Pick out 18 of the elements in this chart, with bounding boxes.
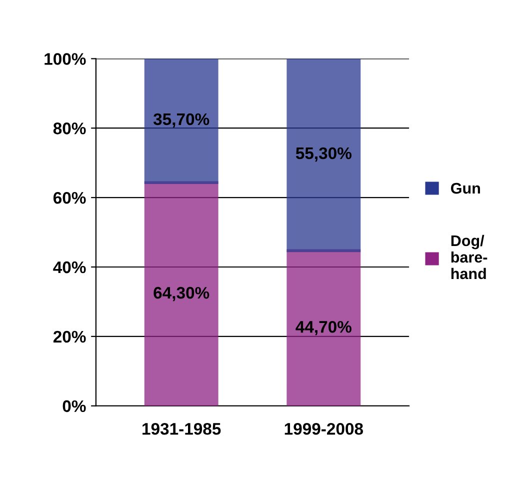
data-label: 44,70% — [296, 320, 352, 336]
y-tick-label: 60% — [53, 192, 86, 204]
bar — [144, 58, 218, 184]
x-tick-label: 1999-2008 — [284, 422, 364, 435]
y-tick-label: 100% — [44, 53, 86, 65]
data-label: 35,70% — [153, 113, 210, 128]
bar — [286, 58, 361, 252]
data-label: 55,30% — [296, 147, 352, 162]
data-label: 64,30% — [154, 286, 210, 302]
y-tick-label: 20% — [53, 330, 86, 343]
bar — [144, 181, 218, 406]
x-tick-label: 1931-1985 — [142, 422, 221, 435]
y-tick-label: 40% — [53, 261, 86, 274]
y-tick-label: 80% — [53, 122, 86, 134]
bar — [286, 249, 361, 406]
legend-label: Dog/ bare- hand — [451, 234, 488, 280]
legend-label: Gun — [451, 182, 480, 194]
y-tick-label: 0% — [62, 400, 86, 412]
